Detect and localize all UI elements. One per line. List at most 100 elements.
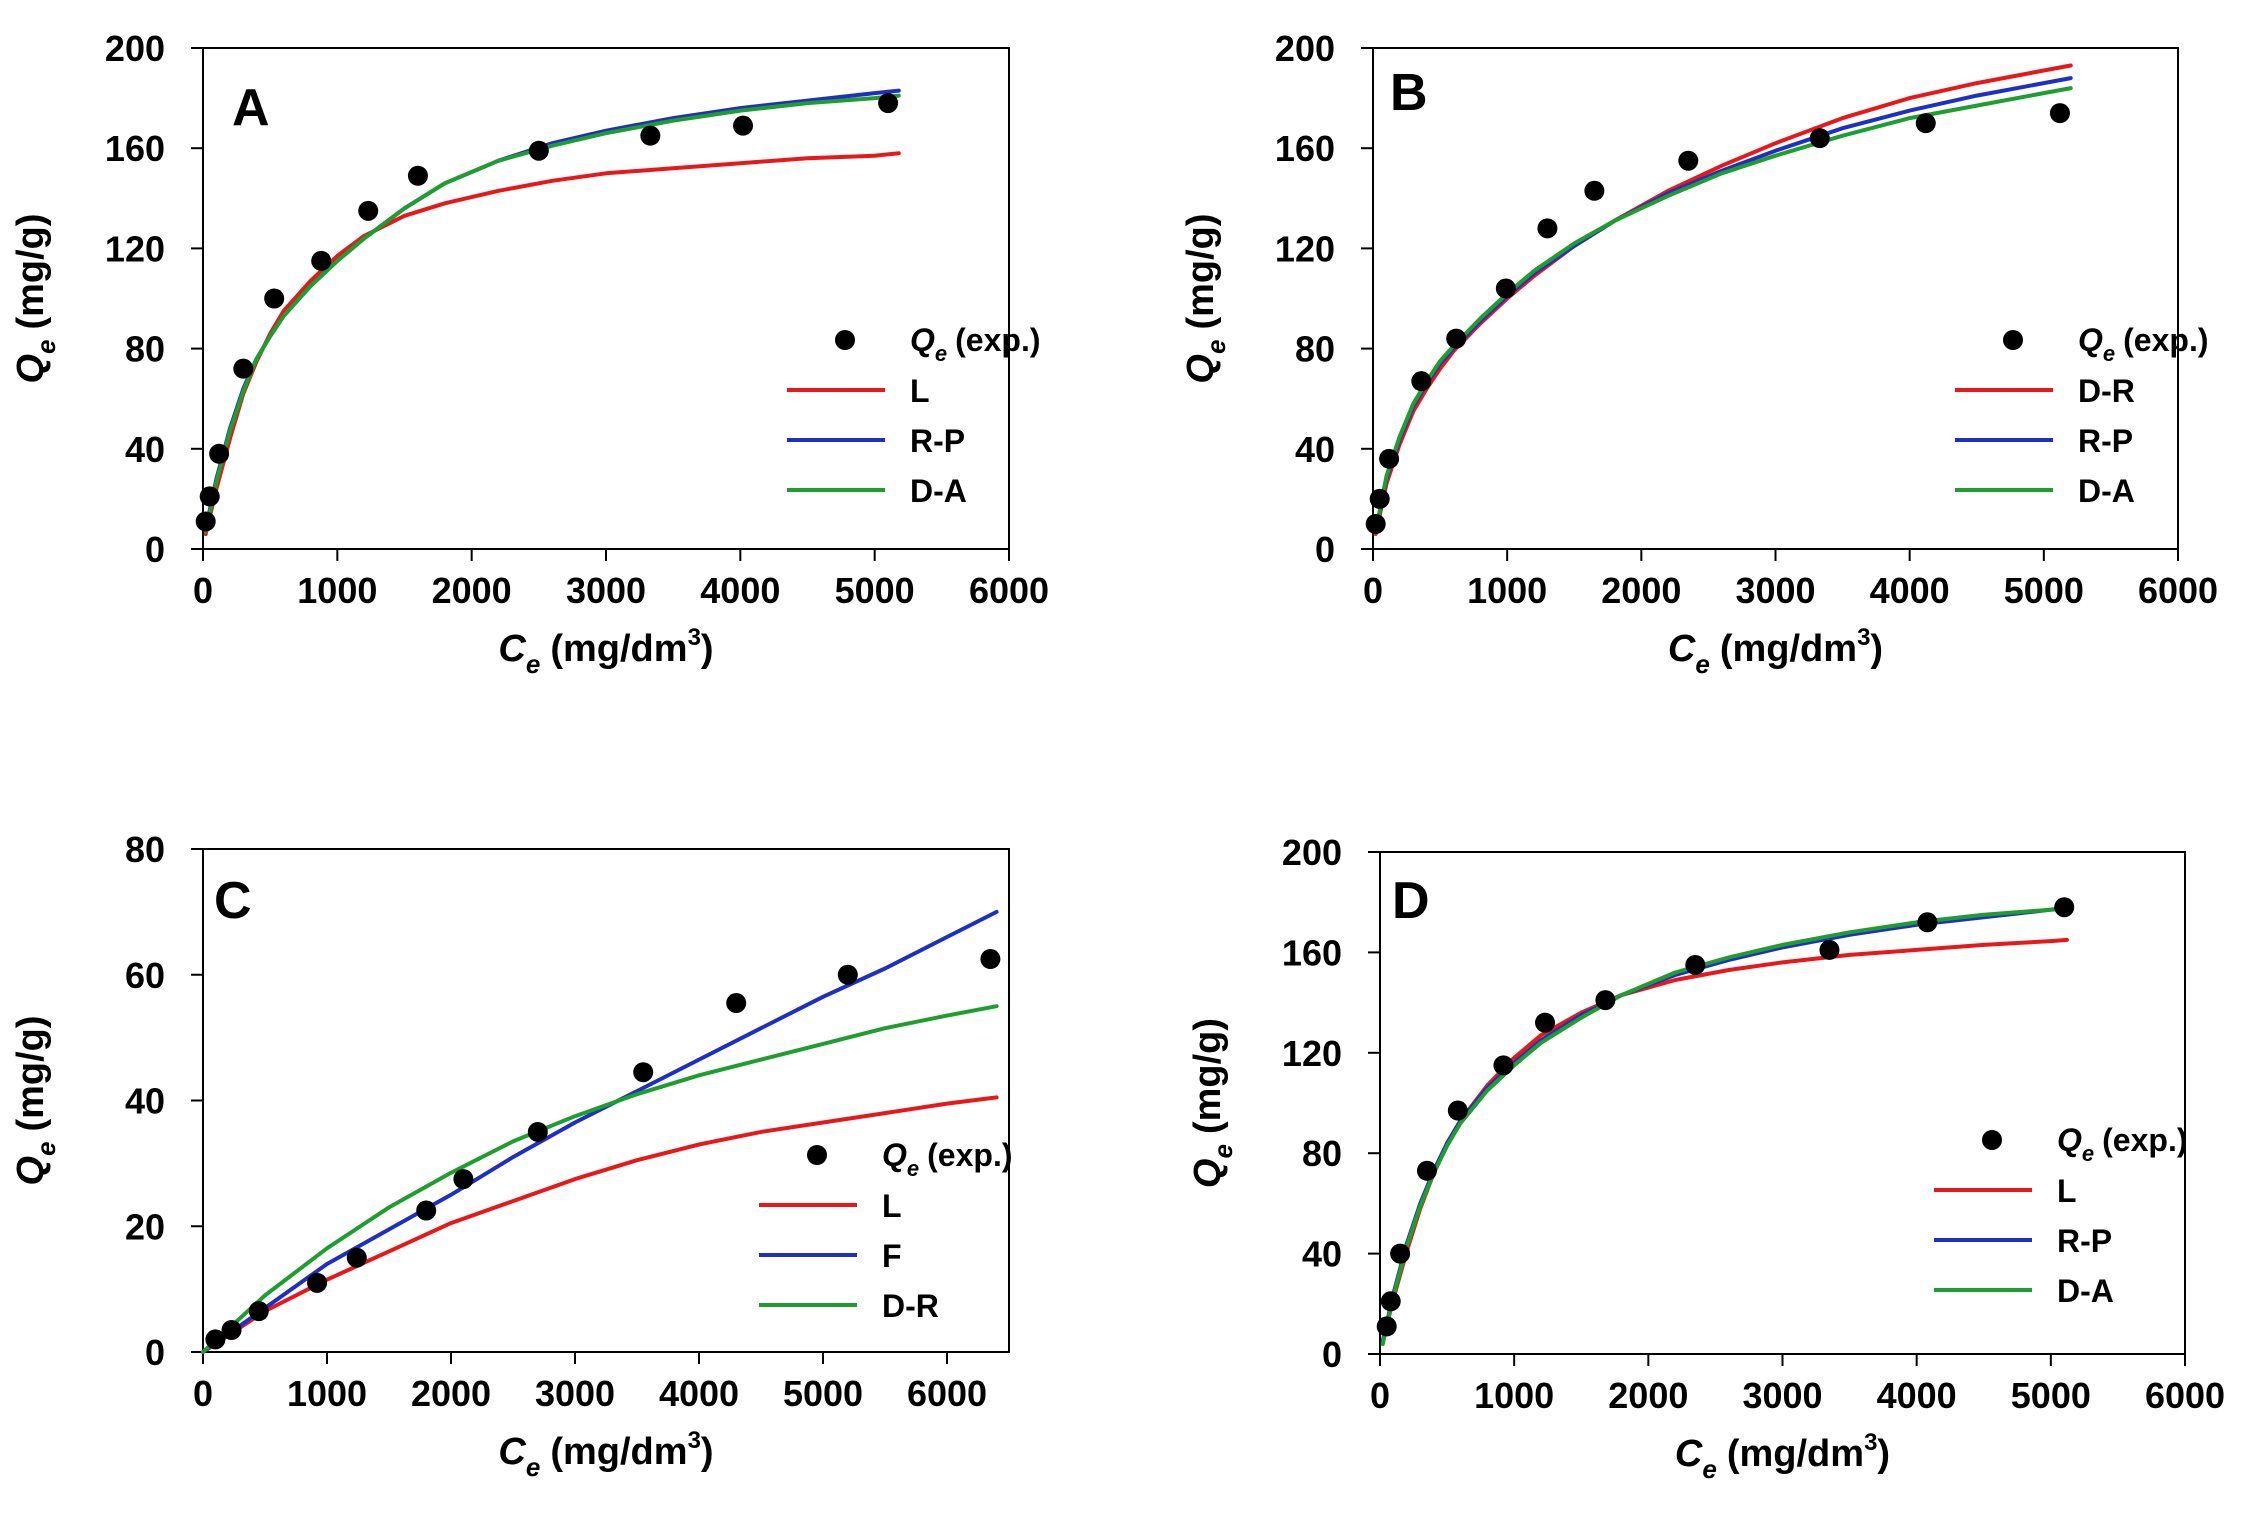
data-point (980, 949, 1001, 970)
y-tick-label: 160 (1282, 932, 1342, 973)
x-tick-label: 3000 (566, 570, 646, 611)
x-axis-label: Ce (mg/dm3) (498, 1427, 713, 1482)
data-point (233, 358, 254, 379)
x-tick-label: 2000 (1608, 1375, 1688, 1416)
legend: Qe (exp.) LF D-R (759, 1137, 1012, 1324)
data-point (528, 140, 549, 161)
data-point (453, 1169, 474, 1190)
x-tick-label: 2000 (432, 570, 512, 611)
data-point (1446, 328, 1467, 349)
y-tick-label: 160 (105, 128, 165, 169)
y-tick-label: 0 (1315, 529, 1335, 570)
y-tick-label: 40 (1295, 429, 1335, 470)
chart-panel-c: 0 1000 2000 3000 4000 5000 6000 0 20 40 60 80 Ce (mg/… (10, 829, 1012, 1482)
data-point (311, 250, 332, 271)
series-line-d-a (1373, 86, 2073, 534)
data-point (248, 1301, 269, 1322)
legend-label-r-p: R-P (2057, 1223, 2112, 1259)
data-point (264, 288, 285, 309)
x-axis-label: Ce (mg/dm3) (1675, 1429, 1890, 1484)
chart-panel-a: 0 1000 2000 3000 4000 5000 6000 0 40 80 120 160 200 C… (10, 28, 1049, 679)
data-point (346, 1247, 367, 1268)
data-point (1380, 1291, 1401, 1312)
x-tick-label: 0 (193, 570, 213, 611)
x-tick-label: 0 (1370, 1375, 1390, 1416)
data-point (1595, 990, 1616, 1011)
panel-letter-a: A (232, 79, 270, 137)
x-tick-label: 6000 (2145, 1375, 2225, 1416)
legend-label-l: L (2057, 1173, 2077, 1209)
data-point (416, 1200, 437, 1221)
y-tick-label: 120 (105, 228, 165, 269)
x-tick-label: 1000 (287, 1373, 367, 1414)
x-tick-label: 0 (193, 1373, 213, 1414)
x-tick-label: 6000 (907, 1373, 987, 1414)
legend-label-exp: Qe (exp.) (910, 322, 1040, 366)
data-point (527, 1121, 548, 1142)
x-tick-label: 4000 (1877, 1375, 1957, 1416)
chart-panel-d: 0 1000 2000 3000 4000 5000 6000 0 40 80 120 160 200 C… (1187, 832, 2225, 1484)
x-axis-label: Ce (mg/dm3) (498, 624, 713, 679)
plot-area-a: 0 1000 2000 3000 4000 5000 6000 0 40 80 120 160 200 C… (10, 28, 1049, 679)
data-point (307, 1272, 328, 1293)
x-tick-label: 5000 (2004, 570, 2084, 611)
plot-area-b: 0 1000 2000 3000 4000 5000 6000 0 40 80 120 160 200 C… (1180, 28, 2218, 679)
y-tick-label: 120 (1275, 228, 1335, 269)
data-point (878, 93, 899, 114)
y-axis-label: Qe(mg/g) (1180, 213, 1231, 383)
y-tick-label: 80 (125, 829, 165, 870)
y-tick-label: 0 (145, 529, 165, 570)
data-point (1493, 1055, 1514, 1076)
legend: Qe (exp.) L R-P D-A (787, 322, 1040, 509)
series-line-l (203, 151, 901, 536)
series-line-r-p (1373, 76, 2073, 534)
legend-marker-exp (1982, 1130, 2002, 1150)
data-point (1584, 180, 1605, 201)
legend-label-r-p: R-P (2078, 423, 2133, 459)
data-point (1416, 1160, 1437, 1181)
x-axis-label: Ce (mg/dm3) (1668, 624, 1883, 679)
x-tick-label: 1000 (1467, 570, 1547, 611)
data-point (1376, 1316, 1397, 1337)
data-point (199, 486, 220, 507)
data-point (1535, 1012, 1556, 1033)
y-axis-label: Qe(mg/g) (10, 213, 61, 383)
data-point (209, 443, 230, 464)
series-line-d-a (1380, 906, 2069, 1346)
legend-label-d-a: D-A (910, 473, 967, 509)
x-tick-label: 6000 (969, 570, 1049, 611)
data-point (1685, 954, 1706, 975)
legend-label-exp: Qe (exp.) (2078, 322, 2208, 366)
data-point (633, 1062, 654, 1083)
y-tick-label: 200 (105, 28, 165, 69)
legend-label-d-r: D-R (882, 1288, 939, 1324)
y-tick-label: 0 (145, 1332, 165, 1373)
chart-panel-b: 0 1000 2000 3000 4000 5000 6000 0 40 80 120 160 200 C… (1180, 28, 2218, 679)
data-point (1411, 371, 1432, 392)
data-point (726, 993, 747, 1014)
x-tick-label: 3000 (1742, 1375, 1822, 1416)
y-tick-label: 80 (125, 329, 165, 370)
x-tick-label: 5000 (835, 570, 915, 611)
panel-letter-c: C (214, 872, 252, 930)
data-point (1379, 448, 1400, 469)
data-point (1365, 513, 1386, 534)
plot-frame (1372, 47, 2179, 550)
legend-label-r-p: R-P (910, 423, 965, 459)
y-tick-label: 80 (1295, 329, 1335, 370)
y-tick-label: 0 (1322, 1334, 1342, 1375)
series-line-d-r (201, 1004, 999, 1354)
x-tick-label: 5000 (2011, 1375, 2091, 1416)
data-point (358, 200, 379, 221)
data-point (1819, 939, 1840, 960)
x-tick-label: 1000 (297, 570, 377, 611)
data-point (1447, 1100, 1468, 1121)
legend-marker-exp (835, 330, 855, 350)
y-tick-label: 80 (1302, 1133, 1342, 1174)
plot-area-c: 0 1000 2000 3000 4000 5000 6000 0 20 40 60 80 Ce (mg/… (10, 829, 1012, 1482)
y-tick-label: 200 (1275, 28, 1335, 69)
x-tick-label: 2000 (1601, 570, 1681, 611)
y-tick-label: 20 (125, 1206, 165, 1247)
data-point (1809, 128, 1830, 149)
